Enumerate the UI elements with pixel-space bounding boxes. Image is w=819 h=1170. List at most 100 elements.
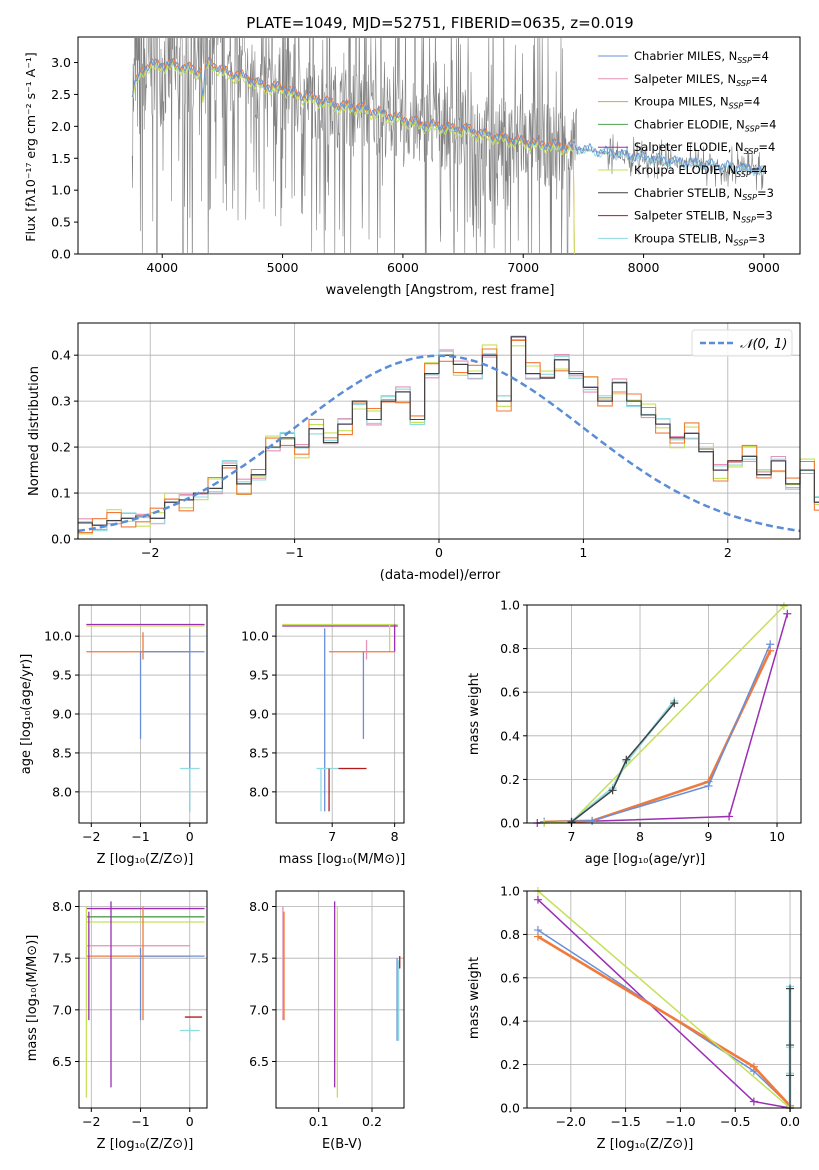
mass-vs-ebv-xlabel: E(B-V) [322,1137,362,1152]
weight-vs-age-marker-salpeter_elodie [783,609,792,618]
weight-vs-metallicity-line-salpeter_elodie [537,899,791,1109]
mass-vs-metallicity-ytick-label: 7.0 [52,1002,72,1017]
spectrum-xtick-label: 8000 [628,260,660,275]
residual-data-layer [77,335,819,535]
weight-vs-metallicity-xtick-label: −0.5 [720,1114,750,1129]
residual-hist-chabrier_stelib [78,336,819,526]
weight-vs-age-frame [526,604,802,824]
spectrum-ytick-label: 0.0 [51,247,71,262]
age-vs-metallicity-ytick-label: 8.0 [52,784,72,799]
spectrum-ytick-label: 1.5 [51,151,71,166]
age-vs-mass-ytick-label: 8.5 [249,745,269,760]
residual-xtick-label: 2 [724,545,732,560]
mass-vs-metallicity-xlabel: Z [log₁₀(Z/Z⊙)] [97,1137,194,1152]
spectrum-ytick-label: 2.5 [51,87,71,102]
mass-vs-metallicity-ytick-label: 7.5 [52,951,72,966]
residual-xtick-label: −1 [285,545,303,560]
weight-vs-age-marker-chabrier_miles [588,816,597,825]
weight-vs-age-line-model_red [544,650,772,824]
spectrum-legend: Chabrier MILES, NSSP=4 Salpeter MILES, NS… [598,49,776,247]
weight-vs-metallicity-ytick-label: 0.8 [500,927,520,942]
residual-xtick-label: 0 [435,545,443,560]
age-vs-metallicity-ylabel: age [log₁₀(age/yr)] [19,654,34,775]
weight-vs-age-ytick-label: 0.6 [500,685,520,700]
age-vs-mass-panel: 7 8 8.0 8.5 9.0 9.5 10.0 [241,604,405,844]
residual-ytick-label: 0.2 [51,440,71,455]
mass-vs-metallicity-panel: −2 −1 0 6.5 7.0 7.5 8.0 [52,890,208,1129]
spectrum-axes: 4000 5000 6000 7000 8000 9000 0.0 0.5 1.0 1.5 2.0 2… [51,55,780,275]
weight-vs-metallicity-ytick-label: 0.2 [500,1057,520,1072]
age-vs-mass-ytick-label: 10.0 [241,629,269,644]
mass-vs-ebv-frame [275,890,405,1109]
mass-vs-metallicity-frame [78,890,208,1109]
mass-vs-ebv-xtick-label: 0.1 [309,1114,329,1129]
age-vs-mass-xlabel: mass [log₁₀(M/M⊙)] [279,852,406,867]
spectrum-ytick-label: 3.0 [51,55,71,70]
spectrum-ytick-label: 1.0 [51,183,71,198]
spectrum-model-line-model_red [132,56,575,254]
weight-vs-metallicity-ytick-label: 0.6 [500,970,520,985]
age-vs-metallicity-xlabel: Z [log₁₀(Z/Z⊙)] [97,852,194,867]
weight-vs-age-ylabel: mass weight [467,673,482,755]
weight-vs-age-marker-chabrier_stelib [608,786,617,795]
weight-vs-age-line-chabrier_miles [544,643,771,823]
age-vs-metallicity-panel: −2 −1 0 8.0 8.5 9.0 9.5 10.0 [44,604,208,844]
weight-vs-age-xtick-label: 9 [705,829,713,844]
mass-vs-metallicity-ytick-label: 6.5 [52,1054,72,1069]
spectrum-xtick-label: 7000 [507,260,539,275]
weight-vs-metallicity-ytick-label: 1.0 [500,884,520,899]
spectrum-title: PLATE=1049, MJD=52751, FIBERID=0635, z=0… [246,14,633,32]
weight-vs-age-ytick-label: 0.8 [500,641,520,656]
weight-vs-age-xtick-label: 10 [769,829,785,844]
mass-vs-metallicity-xtick-label: −1 [131,1114,149,1129]
age-vs-mass-ytick-label: 9.0 [249,707,269,722]
residual-hist-kroupa_stelib [78,338,819,532]
age-vs-mass-xtick-label: 7 [328,829,336,844]
spectrum-xtick-label: 9000 [748,260,780,275]
weight-vs-metallicity-marker-salpeter_elodie [749,1097,758,1106]
weight-vs-metallicity-marker-chabrier_stelib [786,1041,795,1050]
residual-panel: −2 −1 0 1 2 0.0 0.1 0.2 0.3 0.4 (data-model)/erro… [27,322,819,583]
mass-vs-ebv-ytick-label: 6.5 [249,1054,269,1069]
spectrum-data-layer [131,37,765,254]
spectrum-legend-label: Chabrier ELODIE, NSSP=4 [634,117,776,133]
spectrum-ytick-label: 2.0 [51,119,71,134]
weight-vs-metallicity-marker-chabrier_stelib [786,1071,795,1080]
mass-vs-metallicity-xtick-label: 0 [186,1114,194,1129]
weight-vs-age-marker-chabrier_stelib [670,699,679,708]
mass-vs-ebv-panel: 0.1 0.2 6.5 7.0 7.5 8.0 [249,890,405,1129]
mass-vs-metallicity-ylabel: mass [log₁₀(M/M⊙)] [25,935,40,1062]
weight-vs-age-ytick-label: 0.0 [500,816,520,831]
residual-ylabel: Normed distribution [27,366,42,496]
mass-vs-metallicity-ytick-label: 8.0 [52,899,72,914]
weight-vs-age-xtick-label: 8 [636,829,644,844]
spectrum-legend-label: Chabrier STELIB, NSSP=3 [634,186,774,202]
mass-vs-ebv-xtick-label: 0.2 [362,1114,382,1129]
weight-vs-age-marker-chabrier_miles [704,781,713,790]
spectrum-legend-label: Chabrier MILES, NSSP=4 [634,49,769,65]
weight-vs-age-line-chabrier_stelib [571,702,675,823]
age-vs-mass-ytick-label: 9.5 [249,668,269,683]
age-vs-metallicity-ytick-label: 8.5 [52,745,72,760]
spectrum-xlabel: wavelength [Angstrom, rest frame] [326,283,555,298]
age-vs-mass-xtick-label: 8 [391,829,399,844]
spectrum-frame [77,36,801,255]
weight-vs-metallicity-xtick-label: −1.0 [665,1114,695,1129]
weight-vs-age-ytick-label: 0.4 [500,728,520,743]
residual-ytick-label: 0.3 [51,394,71,409]
weight-vs-metallicity-marker-chabrier_stelib [786,984,795,993]
spectrum-model-line-kroupa_stelib [131,59,765,177]
mass-vs-ebv-ytick-label: 7.5 [249,951,269,966]
age-vs-mass-ytick-label: 8.0 [249,784,269,799]
age-vs-metallicity-ytick-label: 9.0 [52,707,72,722]
weight-vs-metallicity-panel: −2.0 −1.5 −1.0 −0.5 0.0 0.0 0.2 0.4 0.6 0.8 1.0 [500,884,802,1129]
age-vs-metallicity-xtick-label: −2 [82,829,100,844]
spectrum-ylabel: Flux [fλ10⁻¹⁷ erg cm⁻² s⁻¹ A⁻¹] [23,52,38,241]
residual-legend-box [691,329,793,357]
weight-vs-metallicity-marker-model_red [749,1062,758,1071]
spectrum-ytick-label: 0.5 [51,215,71,230]
spectrum-legend-label: Kroupa STELIB, NSSP=3 [634,231,765,247]
spectrum-panel: 4000 5000 6000 7000 8000 9000 0.0 0.5 1.0 1.5 2.0 2… [23,36,801,298]
spectrum-legend-label: Salpeter ELODIE, NSSP=4 [634,140,775,156]
residual-xtick-label: −2 [141,545,159,560]
